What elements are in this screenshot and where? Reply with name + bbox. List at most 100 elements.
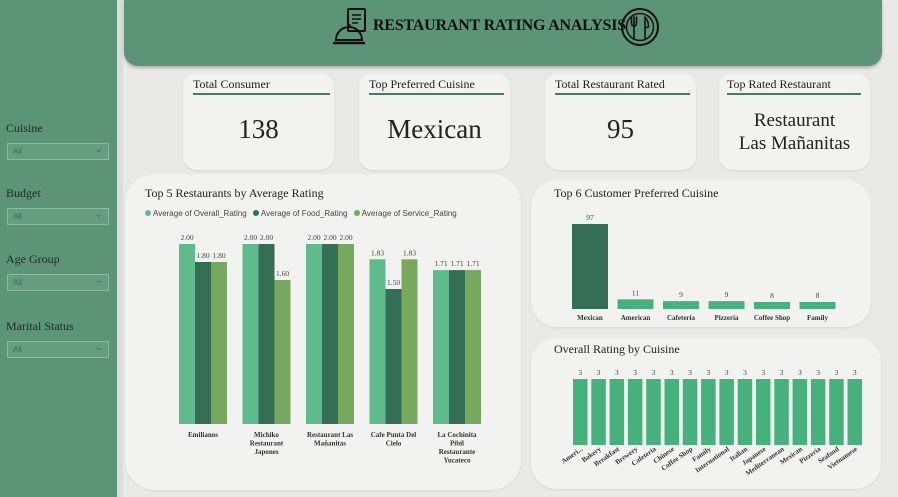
data-label: 8	[770, 291, 774, 300]
kpi-card-top-rated-restaurant: Top Rated Restaurant Restaurant Las Maña…	[719, 73, 870, 170]
bar[interactable]	[322, 244, 338, 424]
category-label: Pizzeria	[714, 314, 739, 322]
data-label: 2.00	[260, 233, 273, 242]
bar[interactable]	[433, 270, 449, 424]
bar[interactable]	[701, 379, 716, 445]
legend-item-overall[interactable]: Average of Overall_Rating	[145, 209, 247, 218]
bar[interactable]	[591, 379, 606, 445]
dashboard-header: RESTAURANT RATING ANALYSIS	[124, 0, 882, 66]
bar[interactable]	[401, 259, 418, 424]
bar[interactable]	[719, 379, 734, 445]
bar[interactable]	[179, 244, 195, 424]
rating-by-cuisine-bar-chart: 3Ameri...3Bakery3Breakfast3Brewery3Cafet…	[560, 368, 863, 478]
bar[interactable]	[774, 379, 789, 445]
data-label: 3	[633, 368, 637, 377]
legend-dot	[252, 210, 259, 216]
bar[interactable]	[810, 379, 826, 445]
legend-item-food[interactable]: Average of Food_Rating	[252, 209, 348, 218]
legend-dot	[145, 210, 151, 216]
bar[interactable]	[573, 379, 588, 445]
rating-by-cuisine-chart-card: Overall Rating by Cuisine 3 Ameri... 3 Bake…	[531, 337, 881, 489]
preferred-cuisine-chart-card: Top 6 Customer Preferred Cuisine 97 Mexic…	[531, 180, 871, 327]
category-label: Family	[807, 314, 828, 322]
kpi-value: 138	[238, 114, 279, 144]
data-label: 3	[816, 368, 820, 377]
category-label: Ameri...	[560, 445, 585, 466]
cuisine-filter-dropdown[interactable]: All ⌄	[7, 143, 109, 160]
age-group-filter-dropdown[interactable]: All ⌄	[7, 274, 109, 291]
data-label: 1.83	[371, 248, 384, 257]
preferred-cuisine-bar-chart: 97 Mexican 11 American 9 Cafeteria 9 Pizzeria 8 C…	[572, 213, 836, 322]
bar[interactable]	[385, 289, 402, 424]
data-label: 3	[670, 368, 674, 377]
kpi-card-top-preferred-cuisine: Top Preferred Cuisine Mexican	[359, 73, 510, 170]
chart-title: Top 5 Restaurants by Average Rating	[145, 186, 324, 200]
dashboard-title: RESTAURANT RATING ANALYSIS	[373, 17, 626, 34]
bar[interactable]	[664, 379, 680, 445]
bar[interactable]	[211, 262, 227, 424]
data-label: 3	[725, 368, 729, 377]
data-label: 3	[743, 368, 747, 377]
bar[interactable]	[646, 379, 661, 445]
kpi-divider	[369, 93, 504, 95]
data-label: 3	[706, 368, 710, 377]
kpi-value-line-1: Restaurant	[753, 110, 836, 131]
bar[interactable]	[609, 379, 625, 445]
budget-filter-label: Budget	[6, 186, 41, 200]
bar[interactable]	[306, 244, 322, 424]
chevron-down-icon: ⌄	[94, 342, 103, 353]
data-label: 3	[578, 368, 582, 377]
data-label: 2.00	[180, 233, 193, 242]
chart-title: Top 6 Customer Preferred Cuisine	[554, 186, 719, 200]
category-label: American	[621, 314, 651, 322]
data-label: 3	[853, 368, 857, 377]
data-label: 1.83	[403, 248, 416, 257]
chevron-down-icon: ⌄	[94, 275, 103, 286]
bar[interactable]	[847, 379, 863, 445]
bar[interactable]	[258, 244, 275, 424]
bar[interactable]	[663, 301, 699, 309]
data-label: 11	[632, 288, 639, 297]
bar[interactable]	[682, 379, 698, 445]
legend-item-service[interactable]: Average of Service_Rating	[353, 209, 457, 218]
data-label: 1.71	[450, 259, 463, 268]
bar[interactable]	[829, 379, 844, 445]
data-label: 2.00	[307, 233, 320, 242]
bar[interactable]	[627, 379, 643, 445]
data-label: 3	[652, 368, 656, 377]
data-label: 1.60	[276, 269, 289, 278]
bar[interactable]	[754, 301, 790, 309]
bar[interactable]	[737, 379, 753, 445]
bar[interactable]	[274, 280, 291, 424]
category-label: Coffee Shop	[754, 314, 790, 322]
bar[interactable]	[617, 299, 654, 309]
legend-dot	[353, 210, 360, 216]
bar[interactable]	[799, 301, 836, 309]
marital-status-filter-dropdown[interactable]: All ⌄	[7, 341, 109, 358]
kpi-value: 95	[607, 114, 634, 144]
bar[interactable]	[369, 259, 386, 424]
bar[interactable]	[572, 224, 608, 309]
category-label: Cafeteria	[667, 314, 695, 322]
chevron-down-icon: ⌄	[94, 209, 103, 220]
bar[interactable]	[338, 244, 354, 424]
bar[interactable]	[242, 244, 259, 424]
bar[interactable]	[449, 270, 465, 424]
kpi-divider	[193, 93, 330, 95]
bar[interactable]	[708, 301, 745, 309]
data-label: 9	[725, 290, 729, 299]
category-label: Cafe Punta Del Cielo	[371, 431, 417, 448]
data-label: 3	[798, 368, 802, 377]
budget-filter-dropdown[interactable]: All ⌄	[7, 208, 109, 225]
category-label: La Cochinita Pibil Restaurante Yucateco	[437, 431, 477, 465]
age-group-filter-value: All	[13, 278, 22, 287]
category-label: Restaurant Las Mañanitas	[307, 431, 353, 448]
category-label: Mexican	[577, 314, 603, 322]
bar[interactable]	[792, 379, 808, 445]
bar[interactable]	[465, 270, 481, 424]
bar[interactable]	[756, 379, 771, 445]
data-label: 3	[597, 368, 601, 377]
bar[interactable]	[195, 262, 211, 424]
data-label: 1.80	[196, 251, 209, 260]
